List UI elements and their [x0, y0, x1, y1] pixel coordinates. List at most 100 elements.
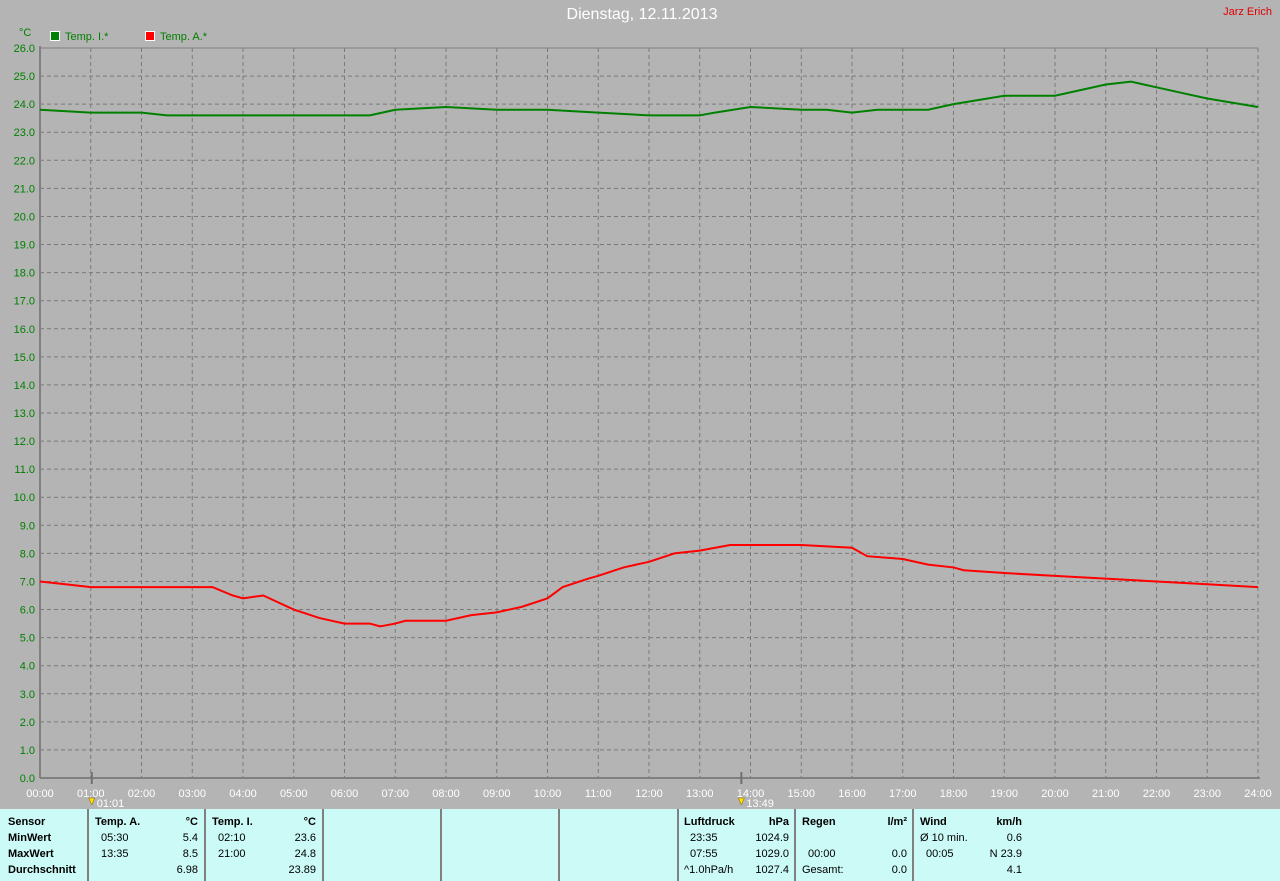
avg-value: 1027.4	[755, 864, 789, 876]
chart-title: Dienstag, 12.11.2013	[566, 6, 718, 23]
x-tick-label: 19:00	[990, 788, 1018, 800]
x-tick-label: 12:00	[635, 788, 663, 800]
x-tick-label: 11:00	[585, 788, 612, 800]
x-tick-label: 20:00	[1041, 788, 1069, 800]
legend-item-temp-i[interactable]: Temp. I.*	[50, 31, 108, 43]
y-tick-label: 12.0	[14, 436, 35, 448]
wind-mean: 4.1	[1006, 864, 1022, 876]
x-tick-label: 10:00	[534, 788, 562, 800]
x-tick-label: 22:00	[1143, 788, 1171, 800]
y-tick-label: 3.0	[20, 689, 35, 701]
legend-swatch	[50, 31, 60, 41]
x-tick-label: 04:00	[229, 788, 257, 800]
y-tick-label: 19.0	[14, 240, 35, 252]
wind-avg: 0.6	[1006, 832, 1022, 844]
legend-label: Temp. A.*	[160, 31, 208, 43]
x-tick-label: 14:00	[737, 788, 765, 800]
x-tick-label: 15:00	[787, 788, 815, 800]
avg-value: 23.89	[288, 864, 316, 876]
max-time: 07:55	[690, 848, 718, 860]
y-tick-label: 20.0	[14, 211, 35, 223]
statistics-panel: Sensor MinWert MaxWert Durchschnitt Temp…	[0, 809, 1280, 881]
x-tick-label: 01:00	[77, 788, 105, 800]
col-head: Regen	[802, 816, 836, 828]
x-tick-label: 16:00	[838, 788, 866, 800]
max-time: 21:00	[218, 848, 246, 860]
sunrise-icon	[88, 797, 96, 806]
y-tick-label: 21.0	[14, 183, 35, 195]
y-tick-label: 0.0	[20, 773, 35, 785]
gust-value: N 23.9	[989, 848, 1022, 860]
max-time: 13:35	[101, 848, 129, 860]
col-head: Wind	[920, 816, 947, 828]
legend-swatch	[145, 31, 155, 41]
label-min: MinWert	[8, 832, 52, 844]
x-tick-label: 23:00	[1193, 788, 1221, 800]
x-tick-label: 06:00	[331, 788, 359, 800]
x-tick-label: 08:00	[432, 788, 460, 800]
min-value: 1024.9	[755, 832, 789, 844]
stats-empty	[324, 809, 442, 881]
author-label: Jarz Erich	[1223, 6, 1272, 18]
max-value: 24.8	[294, 848, 316, 860]
y-tick-label: 11.0	[14, 464, 35, 476]
legend-item-temp-a[interactable]: Temp. A.*	[145, 31, 207, 43]
col-head: Temp. A.	[95, 816, 141, 828]
min-value: 23.6	[294, 832, 316, 844]
stats-temp-a: Temp. A. °C 05:30 5.4 13:35 8.5 6.98	[89, 809, 206, 881]
x-tick-label: 18:00	[940, 788, 968, 800]
y-tick-label: 7.0	[20, 576, 35, 588]
y-tick-label: 18.0	[14, 268, 35, 280]
y-tick-label: 6.0	[20, 605, 35, 617]
marker-label: 13:49	[746, 798, 774, 809]
x-tick-label: 00:00	[26, 788, 54, 800]
min-value: 5.4	[182, 832, 198, 844]
rain-total: 0.0	[891, 864, 907, 876]
stats-rain: Regen l/m² 00:00 0.0 Gesamt: 0.0	[796, 809, 914, 881]
y-tick-label: 9.0	[20, 520, 35, 532]
x-tick-label: 07:00	[381, 788, 409, 800]
y-tick-label: 1.0	[20, 745, 35, 757]
marker-label: 01:01	[97, 798, 125, 809]
x-tick-label: 13:00	[686, 788, 714, 800]
min-time: 05:30	[101, 832, 129, 844]
min-time: 23:35	[690, 832, 718, 844]
y-tick-label: 26.0	[14, 43, 35, 55]
y-tick-label: 17.0	[14, 296, 35, 308]
y-tick-label: 13.0	[14, 408, 35, 420]
x-tick-label: 21:00	[1092, 788, 1120, 800]
col-head: Temp. I.	[212, 816, 253, 828]
stats-empty	[560, 809, 679, 881]
col-unit: hPa	[768, 816, 789, 828]
max-value: 8.5	[182, 848, 198, 860]
rain-time: 00:00	[808, 848, 836, 860]
stats-empty	[442, 809, 560, 881]
stats-labels: Sensor MinWert MaxWert Durchschnitt	[0, 809, 89, 881]
series-line-temp-a-	[39, 543, 1259, 628]
col-unit: °C	[303, 816, 316, 828]
rain-total-label: Gesamt:	[802, 864, 844, 876]
wind-avg-label: Ø 10 min.	[920, 832, 968, 844]
y-tick-label: 5.0	[20, 633, 35, 645]
x-tick-label: 02:00	[128, 788, 156, 800]
trend: ^1.0hPa/h	[684, 864, 734, 876]
x-tick-label: 24:00	[1244, 788, 1272, 800]
stats-pressure: Luftdruck hPa 23:35 1024.9 07:55 1029.0 …	[679, 809, 796, 881]
x-tick-label: 03:00	[178, 788, 206, 800]
y-tick-label: 14.0	[14, 380, 35, 392]
sunset-icon	[737, 797, 745, 806]
y-tick-label: 8.0	[20, 548, 35, 560]
stats-wind: Wind km/h Ø 10 min. 0.6 00:05 N 23.9 4.1	[914, 809, 1030, 881]
col-unit: km/h	[996, 816, 1022, 828]
y-tick-label: 2.0	[20, 717, 35, 729]
y-tick-label: 4.0	[20, 661, 35, 673]
rain-value: 0.0	[891, 848, 907, 860]
y-tick-label: 23.0	[14, 127, 35, 139]
x-tick-label: 09:00	[483, 788, 511, 800]
stats-temp-i: Temp. I. °C 02:10 23.6 21:00 24.8 23.89	[206, 809, 324, 881]
max-value: 1029.0	[755, 848, 789, 860]
temperature-chart: 0.0 1.0 2.0 3.0 4.0 5.0 6.0 7.0 8.0 9.0 10.0 11.0 12…	[14, 27, 1272, 809]
y-axis-unit: °C	[19, 27, 31, 39]
col-unit: °C	[185, 816, 198, 828]
col-unit: l/m²	[887, 816, 907, 828]
